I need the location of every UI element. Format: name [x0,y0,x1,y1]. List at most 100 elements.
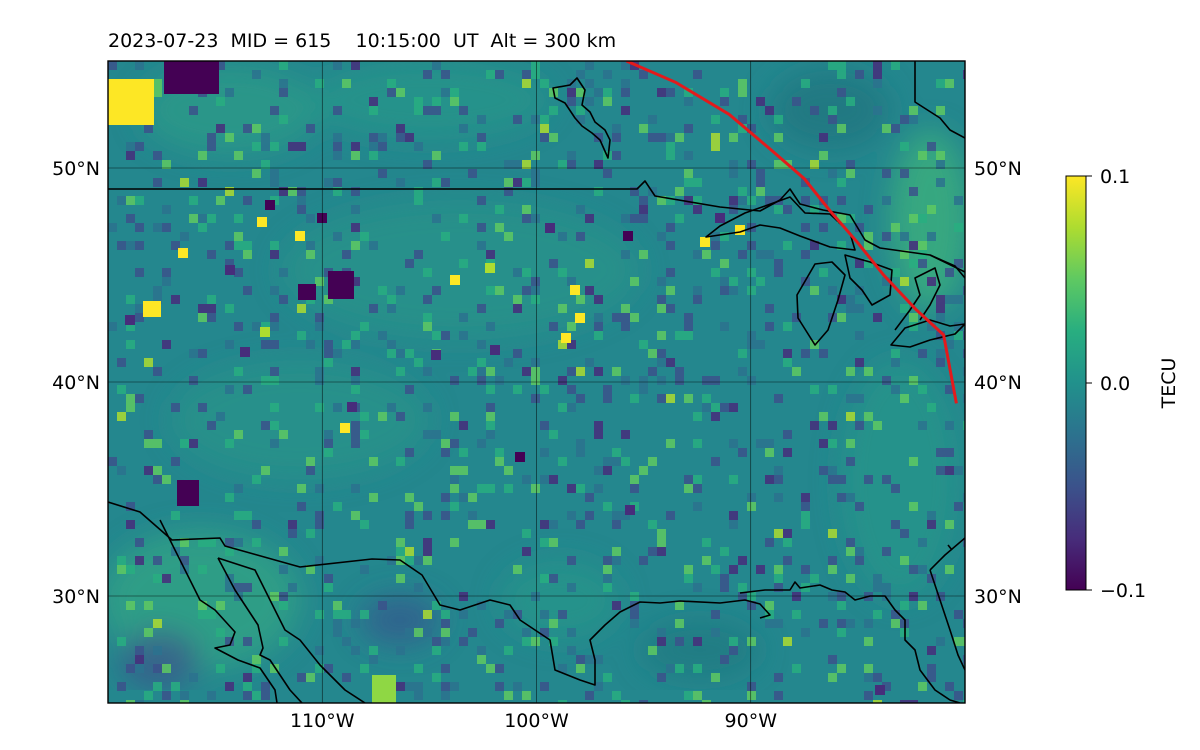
tec-cell [567,160,576,169]
tec-cell [198,349,207,358]
tec-cell [459,142,468,151]
baja-coast [159,519,278,703]
tec-cell [702,250,711,259]
tec-cell [432,97,441,106]
lake-michigan [796,261,846,346]
tec-cell [621,376,630,385]
tec-cell [774,259,783,268]
tec-cell [378,286,387,295]
tec-cell [117,358,126,367]
colorbar-tick-label-0: 0.1 [1100,166,1130,188]
tec-cell [648,547,657,556]
tec-cell [189,673,198,682]
tec-cell [279,601,288,610]
tec-cell [252,538,261,547]
tec-cell [441,628,450,637]
tec-cell [495,664,504,673]
tec-cell [765,448,774,457]
tec-cell [612,151,621,160]
tec-cell [558,376,567,385]
tec-cell [432,214,441,223]
tec-cell [864,259,873,268]
tec-cell [783,358,792,367]
tec-cell [162,574,171,583]
tec-cell [828,592,837,601]
tec-cell [666,439,675,448]
tec-cell [135,556,144,565]
tec-cell [270,169,279,178]
tec-cell [783,322,792,331]
tec-cell [126,142,135,151]
tec-cell [657,349,666,358]
tec-cell [846,412,855,421]
tec-cell [360,430,369,439]
tec-cell [711,457,720,466]
tec-cell [846,367,855,376]
tec-cell [306,529,315,538]
tec-cell [621,430,630,439]
tec-cell [495,682,504,691]
tec-cell [666,142,675,151]
tec-cell [927,205,936,214]
tec-cell [558,610,567,619]
tec-cell [423,313,432,322]
tec-cell [765,601,774,610]
tec-cell [657,331,666,340]
tec-cell [612,448,621,457]
tec-cell [702,376,711,385]
tec-cell [675,331,684,340]
tec-cell [135,700,144,703]
tec-cell [405,385,414,394]
tec-cell [549,430,558,439]
tec-cell [621,304,630,313]
tec-cell [198,610,207,619]
tec-cell [963,493,965,502]
tec-cell [963,421,965,430]
tec-cell [639,700,648,703]
tec-cell [927,403,936,412]
tec-cell [135,268,144,277]
tec-cell [774,673,783,682]
tec-cell [405,556,414,565]
tec-cell [423,430,432,439]
tec-cell [441,619,450,628]
tec-cell [243,286,252,295]
tec-cell [909,241,918,250]
tec-cell [126,565,135,574]
tec-cell [531,637,540,646]
tec-cell [234,511,243,520]
tec-cell [891,223,900,232]
tec-cell [468,511,477,520]
tec-cell [810,574,819,583]
tec-cell [162,475,171,484]
tec-cell [360,565,369,574]
mexico-mainland-coast [217,557,366,703]
tec-cell [270,664,279,673]
tec-cell [630,619,639,628]
tec-cell [490,345,500,355]
tec-cell [585,259,594,268]
tec-cell [216,196,225,205]
tec-cell [171,403,180,412]
map-panel [108,61,965,703]
tec-cell [414,682,423,691]
tec-cell [252,70,261,79]
tec-cell [414,187,423,196]
tec-cell [162,268,171,277]
tec-cell [558,268,567,277]
atlantic-marker [947,544,953,551]
tec-cell [477,115,486,124]
tec-cell [855,70,864,79]
tec-cell [639,340,648,349]
colorbar-tick-label-1: 0.0 [1100,373,1130,395]
tec-cell [711,133,720,142]
tec-cell [180,439,189,448]
tec-cell [918,349,927,358]
tec-cell [666,394,675,403]
tec-cell [623,231,633,241]
tec-cell [891,385,900,394]
tec-cell [738,250,747,259]
tec-cell [639,205,648,214]
tec-cell [486,385,495,394]
tec-cell [720,259,729,268]
